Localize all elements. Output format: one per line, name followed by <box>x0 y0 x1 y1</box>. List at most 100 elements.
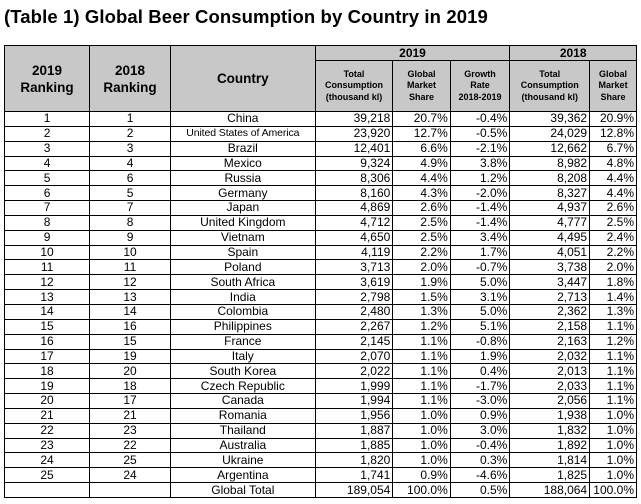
consumption-2019-cell: 1,956 <box>314 407 394 424</box>
rank-2019-cell: 3 <box>3 140 91 157</box>
consumption-2018-cell: 2,163 <box>509 333 591 350</box>
country-cell: India <box>169 289 316 305</box>
growth-rate-cell: 3.8% <box>449 155 511 172</box>
total-share-2018: 100.0% <box>589 482 637 499</box>
rank-2019-cell: 4 <box>3 155 91 172</box>
header-growth-rate: Growth Rate 2018-2019 <box>449 60 511 112</box>
market-share-2019-cell: 1.1% <box>392 363 451 380</box>
consumption-2019-cell: 2,145 <box>314 333 394 350</box>
market-share-2018-cell: 20.9% <box>589 111 637 127</box>
growth-rate-cell: 5.0% <box>449 303 511 320</box>
country-cell: Romania <box>169 407 316 424</box>
consumption-2019-cell: 4,712 <box>314 214 394 231</box>
consumption-2019-cell: 2,267 <box>314 318 394 335</box>
market-share-2019-cell: 2.2% <box>392 244 451 261</box>
market-share-2018-cell: 6.7% <box>589 140 637 157</box>
rank-2018-cell: 3 <box>89 140 171 157</box>
market-share-2018-cell: 1.1% <box>589 378 637 395</box>
consumption-2018-cell: 1,892 <box>509 437 591 454</box>
consumption-2019-cell: 8,306 <box>314 170 394 187</box>
consumption-2018-cell: 8,982 <box>509 155 591 172</box>
country-cell: Argentina <box>169 467 316 484</box>
consumption-2018-cell: 1,825 <box>509 467 591 484</box>
market-share-2018-cell: 1.4% <box>589 289 637 305</box>
rank-2018-cell: 19 <box>89 348 171 365</box>
table-row: 6 5 Germany 8,160 4.3% -2.0% 8,327 4.4% <box>3 185 637 202</box>
market-share-2018-cell: 1.0% <box>589 437 637 454</box>
market-share-2019-cell: 0.9% <box>392 467 451 484</box>
growth-rate-cell: 5.1% <box>449 318 511 335</box>
consumption-2018-cell: 2,158 <box>509 318 591 335</box>
rank-2019-cell: 5 <box>3 170 91 187</box>
rank-2018-cell: 4 <box>89 155 171 172</box>
header-total-consumption-2018: Total Consumption (thousand kl) <box>509 60 591 112</box>
market-share-2019-cell: 1.0% <box>392 452 451 469</box>
total-growth: 0.5% <box>449 482 511 499</box>
rank-2019-cell: 24 <box>3 452 91 469</box>
market-share-2019-cell: 2.5% <box>392 214 451 231</box>
rank-2018-cell: 7 <box>89 200 171 216</box>
consumption-2018-cell: 8,327 <box>509 185 591 202</box>
consumption-2018-cell: 4,777 <box>509 214 591 231</box>
consumption-2018-cell: 8,208 <box>509 170 591 187</box>
header-market-share-2019: Global Market Share <box>392 60 451 112</box>
rank-2018-cell: 8 <box>89 214 171 231</box>
market-share-2019-cell: 1.3% <box>392 303 451 320</box>
country-cell: Vietnam <box>169 229 316 246</box>
consumption-2018-cell: 1,814 <box>509 452 591 469</box>
rank-2019-cell: 14 <box>3 303 91 320</box>
consumption-2019-cell: 1,885 <box>314 437 394 454</box>
rank-2018-cell: 13 <box>89 289 171 305</box>
consumption-2018-cell: 2,056 <box>509 393 591 409</box>
market-share-2019-cell: 4.4% <box>392 170 451 187</box>
growth-rate-cell: 3.1% <box>449 289 511 305</box>
rank-2018-cell: 5 <box>89 185 171 202</box>
market-share-2018-cell: 1.1% <box>589 393 637 409</box>
rank-2019-cell: 6 <box>3 185 91 202</box>
total-blank-cell <box>3 482 91 499</box>
market-share-2018-cell: 1.0% <box>589 452 637 469</box>
market-share-2018-cell: 12.8% <box>589 125 637 142</box>
growth-rate-cell: -0.4% <box>449 111 511 127</box>
consumption-2018-cell: 4,051 <box>509 244 591 261</box>
rank-2018-cell: 24 <box>89 467 171 484</box>
country-cell: Germany <box>169 185 316 202</box>
country-cell: Russia <box>169 170 316 187</box>
rank-2019-cell: 11 <box>3 259 91 276</box>
rank-2018-cell: 11 <box>89 259 171 276</box>
rank-2018-cell: 23 <box>89 422 171 439</box>
rank-2019-cell: 16 <box>3 333 91 350</box>
table-row: 11 11 Poland 3,713 2.0% -0.7% 3,738 2.0% <box>3 259 637 276</box>
consumption-2019-cell: 39,218 <box>314 111 394 127</box>
market-share-2019-cell: 20.7% <box>392 111 451 127</box>
market-share-2018-cell: 1.0% <box>589 407 637 424</box>
table-row: 24 25 Ukraine 1,820 1.0% 0.3% 1,814 1.0% <box>3 452 637 469</box>
market-share-2019-cell: 2.0% <box>392 259 451 276</box>
consumption-2019-cell: 1,741 <box>314 467 394 484</box>
rank-2019-cell: 23 <box>3 437 91 454</box>
rank-2019-cell: 19 <box>3 378 91 395</box>
market-share-2018-cell: 2.5% <box>589 214 637 231</box>
growth-rate-cell: 0.9% <box>449 407 511 424</box>
consumption-2019-cell: 2,070 <box>314 348 394 365</box>
country-cell: South Korea <box>169 363 316 380</box>
rank-2019-cell: 17 <box>3 348 91 365</box>
country-cell: Mexico <box>169 155 316 172</box>
header-group-2018: 2018 <box>509 45 637 61</box>
market-share-2019-cell: 2.6% <box>392 200 451 216</box>
beer-consumption-table: 2019 Ranking 2018 Ranking Country 2019 201… <box>3 45 637 499</box>
table-row: 7 7 Japan 4,869 2.6% -1.4% 4,937 2.6% <box>3 200 637 216</box>
market-share-2018-cell: 1.1% <box>589 318 637 335</box>
market-share-2018-cell: 1.2% <box>589 333 637 350</box>
consumption-2018-cell: 2,033 <box>509 378 591 395</box>
table-row: 14 14 Colombia 2,480 1.3% 5.0% 2,362 1.3% <box>3 303 637 320</box>
rank-2018-cell: 25 <box>89 452 171 469</box>
table-row: 10 10 Spain 4,119 2.2% 1.7% 4,051 2.2% <box>3 244 637 261</box>
consumption-2018-cell: 1,832 <box>509 422 591 439</box>
consumption-2019-cell: 8,160 <box>314 185 394 202</box>
market-share-2019-cell: 2.5% <box>392 229 451 246</box>
consumption-2019-cell: 23,920 <box>314 125 394 142</box>
total-label: Global Total <box>169 482 316 499</box>
growth-rate-cell: -1.4% <box>449 214 511 231</box>
header-group-2019: 2019 <box>314 45 511 61</box>
